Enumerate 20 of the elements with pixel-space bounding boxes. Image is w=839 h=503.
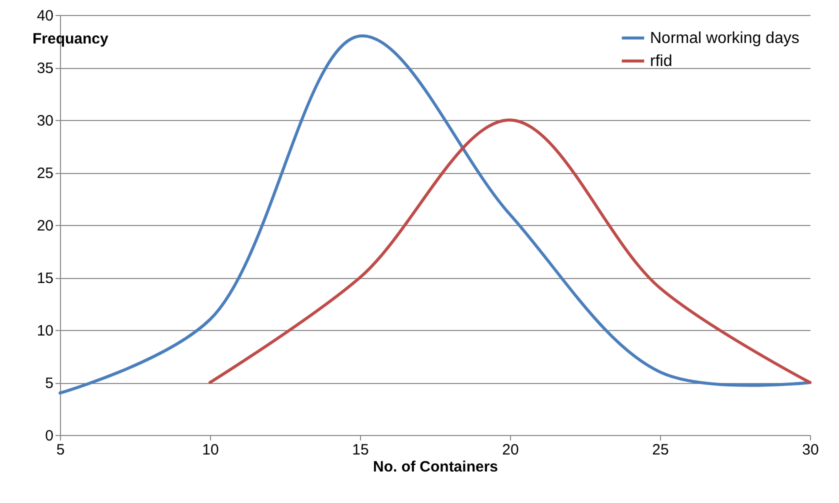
y-tick-label: 10 [36, 322, 54, 340]
y-tick-label: 25 [36, 165, 54, 182]
x-axis-title: No. of Containers [372, 458, 498, 476]
line-series [208, 118, 812, 384]
y-tick-label: 15 [36, 270, 54, 287]
x-tick-label: 30 [802, 442, 819, 458]
y-tick-label: 35 [36, 60, 54, 77]
y-axis-title: Frequancy [32, 30, 110, 48]
legend-label: rfid [650, 53, 672, 70]
y-tick-label: 40 [36, 8, 54, 24]
y-tick-label: 5 [45, 375, 54, 392]
y-tick-label: 0 [45, 428, 54, 444]
x-tick-label: 15 [352, 442, 369, 458]
legend-label: Normal working days [650, 30, 800, 47]
x-tick-label: 20 [502, 442, 519, 458]
x-tick-label: 5 [56, 442, 65, 458]
y-tick-label: 20 [36, 218, 54, 234]
y-tick-label: 30 [36, 112, 54, 130]
x-tick-label: 25 [652, 442, 669, 458]
x-tick-label: 10 [202, 442, 219, 458]
